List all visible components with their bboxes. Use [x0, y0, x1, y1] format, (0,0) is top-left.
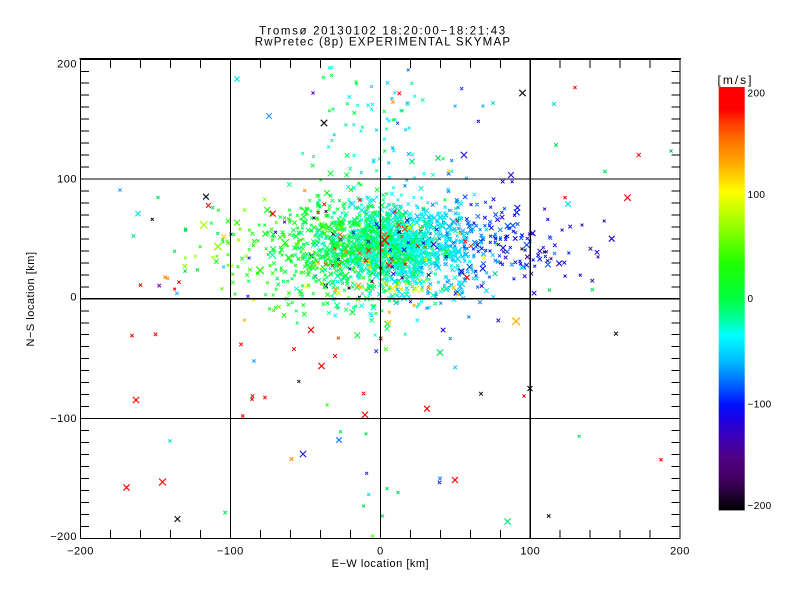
- svg-text:RwPretec (8p) EXPERIMENTAL SKY: RwPretec (8p) EXPERIMENTAL SKYMAP: [255, 37, 512, 49]
- svg-text:Tromsø 20130102 18:20:00−18:21: Tromsø 20130102 18:20:00−18:21:43: [259, 26, 507, 38]
- svg-text:0: 0: [70, 292, 77, 304]
- svg-text:0: 0: [748, 294, 754, 305]
- svg-text:−200: −200: [50, 531, 77, 543]
- svg-text:−200: −200: [67, 546, 94, 558]
- svg-text:200: 200: [57, 58, 77, 70]
- svg-text:100: 100: [748, 190, 766, 201]
- svg-text:100: 100: [520, 546, 540, 558]
- svg-text:−100: −100: [748, 399, 772, 410]
- svg-text:100: 100: [57, 173, 77, 185]
- svg-text:N−S location [km]: N−S location [km]: [25, 251, 37, 346]
- svg-text:−100: −100: [50, 413, 77, 425]
- svg-text:200: 200: [670, 546, 690, 558]
- svg-text:E−W location [km]: E−W location [km]: [332, 558, 429, 570]
- svg-text:−100: −100: [217, 546, 244, 558]
- svg-text:0: 0: [377, 546, 384, 558]
- svg-text:200: 200: [748, 88, 766, 99]
- svg-text:[m/s]: [m/s]: [718, 73, 754, 87]
- svg-text:−200: −200: [748, 501, 772, 512]
